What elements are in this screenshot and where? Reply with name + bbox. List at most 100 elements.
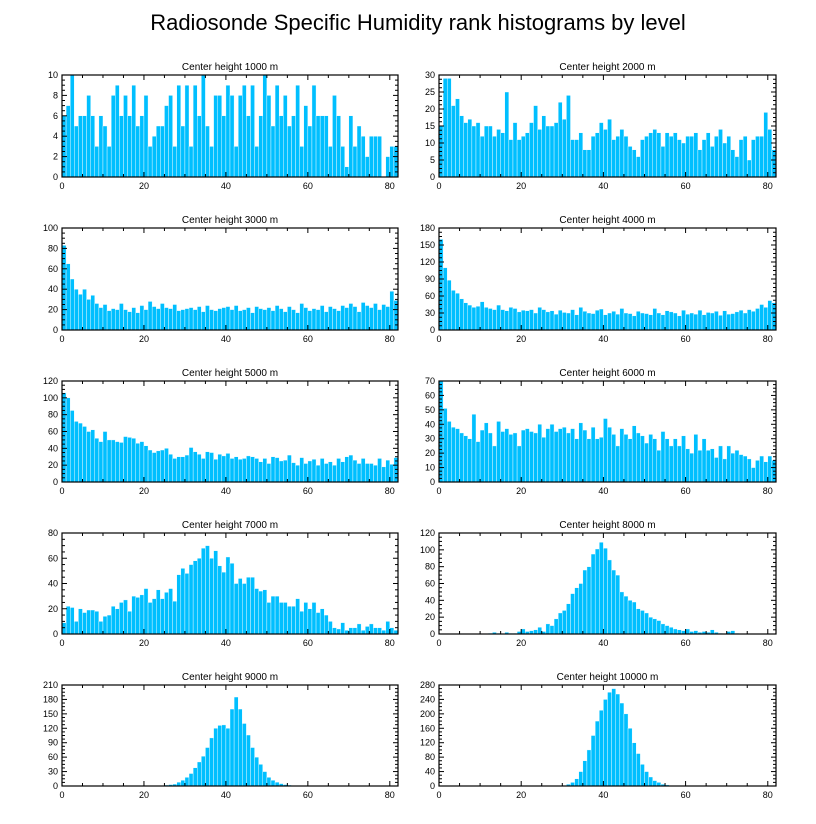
bar bbox=[656, 620, 662, 635]
bar bbox=[172, 458, 177, 483]
bar bbox=[348, 303, 354, 331]
bar bbox=[763, 307, 768, 331]
bar bbox=[328, 461, 333, 483]
bar bbox=[65, 606, 71, 635]
bar bbox=[718, 445, 723, 483]
bar bbox=[590, 135, 596, 178]
bar bbox=[213, 310, 218, 331]
bar bbox=[545, 623, 551, 635]
bar bbox=[307, 460, 313, 483]
bar bbox=[78, 422, 83, 483]
bar bbox=[479, 135, 485, 178]
bar bbox=[385, 621, 391, 635]
bar bbox=[61, 622, 67, 635]
bar bbox=[508, 434, 514, 483]
x-tick-label: 80 bbox=[385, 638, 395, 648]
bar bbox=[475, 122, 481, 178]
bar bbox=[537, 129, 542, 178]
bar bbox=[570, 139, 575, 178]
bar bbox=[438, 239, 444, 331]
bar bbox=[442, 78, 448, 178]
y-tick-label: 180 bbox=[420, 223, 435, 233]
bar bbox=[131, 438, 136, 483]
y-tick-label: 100 bbox=[420, 545, 435, 555]
bar bbox=[578, 307, 584, 331]
bar bbox=[582, 429, 588, 483]
bar bbox=[217, 565, 223, 635]
bar bbox=[360, 135, 366, 178]
bar bbox=[648, 314, 653, 331]
y-tick-label: 60 bbox=[48, 264, 58, 274]
bar bbox=[673, 132, 678, 178]
panel-9: Center height 9000 m 0 30 60 90 120 150 180 210 0… bbox=[43, 672, 399, 800]
bar bbox=[192, 560, 198, 635]
bar bbox=[599, 437, 604, 483]
bar bbox=[348, 454, 354, 483]
bar bbox=[270, 595, 276, 635]
bar bbox=[250, 84, 255, 178]
bar bbox=[533, 432, 538, 483]
bar bbox=[160, 449, 165, 483]
bar bbox=[566, 95, 571, 178]
bar bbox=[278, 115, 284, 178]
bar bbox=[607, 312, 612, 331]
bar bbox=[348, 115, 354, 178]
bar bbox=[759, 304, 764, 331]
bar bbox=[463, 122, 468, 178]
bar bbox=[627, 313, 633, 331]
bar bbox=[135, 597, 141, 635]
bar bbox=[180, 456, 186, 483]
bar bbox=[755, 460, 760, 483]
bar bbox=[574, 438, 579, 483]
bar bbox=[574, 587, 579, 635]
x-tick-label: 40 bbox=[598, 638, 608, 648]
bar bbox=[344, 166, 350, 178]
bar bbox=[201, 547, 206, 635]
bar bbox=[188, 564, 194, 635]
bar bbox=[685, 448, 690, 483]
y-tick-label: 120 bbox=[43, 723, 58, 733]
bar bbox=[102, 125, 108, 178]
bar bbox=[135, 125, 141, 178]
bar bbox=[160, 125, 165, 178]
bar bbox=[734, 450, 740, 483]
y-tick-label: 25 bbox=[425, 87, 435, 97]
bar bbox=[303, 463, 309, 483]
bar bbox=[570, 309, 575, 331]
bar bbox=[377, 627, 382, 635]
y-tick-label: 0 bbox=[53, 629, 58, 639]
y-tick-label: 20 bbox=[425, 448, 435, 458]
bar bbox=[184, 84, 190, 178]
panel-3: Center height 3000 m 0 20 40 60 80 100 0 20 40 60 8… bbox=[43, 215, 399, 344]
bar bbox=[201, 755, 206, 787]
bar bbox=[677, 445, 682, 483]
bar bbox=[377, 135, 382, 178]
y-tick-label: 160 bbox=[420, 723, 435, 733]
bar bbox=[664, 625, 670, 635]
y-tick-label: 0 bbox=[430, 477, 435, 487]
bar bbox=[631, 149, 637, 178]
y-tick-label: 200 bbox=[420, 709, 435, 719]
bar bbox=[237, 459, 243, 483]
bar bbox=[69, 278, 75, 331]
bar bbox=[660, 314, 666, 331]
y-tick-label: 10 bbox=[425, 138, 435, 148]
y-tick-label: 20 bbox=[48, 604, 58, 614]
bar bbox=[369, 135, 374, 178]
bar bbox=[205, 451, 210, 483]
bar bbox=[599, 122, 604, 178]
bar bbox=[143, 588, 149, 635]
bar bbox=[623, 434, 629, 483]
bar bbox=[689, 452, 695, 483]
bar bbox=[689, 312, 695, 331]
x-tick-label: 20 bbox=[139, 790, 149, 800]
bar bbox=[119, 442, 124, 483]
bar bbox=[557, 428, 563, 483]
bar bbox=[254, 306, 259, 331]
bar bbox=[701, 139, 707, 178]
bar bbox=[747, 309, 752, 331]
bar bbox=[336, 115, 341, 178]
bar bbox=[352, 459, 358, 483]
bar bbox=[710, 629, 715, 635]
